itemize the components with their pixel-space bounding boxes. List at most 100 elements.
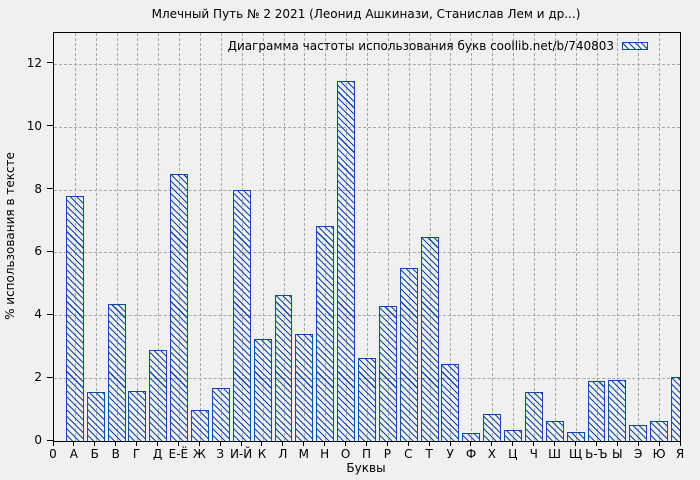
x-tick-label: Е-Ё (168, 447, 189, 461)
bar-А (65, 195, 84, 441)
legend-label: Диаграмма частоты использования букв coo… (227, 38, 614, 53)
bar-Ш (545, 420, 564, 441)
x-axis-tick (428, 441, 430, 446)
v-gridline (638, 33, 640, 441)
x-axis-tick (366, 441, 367, 446)
v-gridline (408, 33, 410, 441)
x-tick-label: 0 (49, 447, 57, 461)
v-gridline (367, 33, 368, 441)
y-tick-label: 0 (34, 433, 42, 447)
v-gridline (471, 33, 473, 441)
bar-У (441, 364, 460, 441)
x-axis-tick (637, 441, 639, 446)
bar-П (358, 357, 376, 441)
x-tick-label: Н (320, 447, 330, 461)
x-tick-label: С (404, 447, 413, 461)
bar-О (337, 81, 356, 441)
x-tick-label: Ц (508, 447, 518, 461)
x-axis-tick (115, 441, 117, 446)
v-gridline (95, 33, 97, 441)
x-tick-label: Ч (529, 447, 538, 461)
y-tick-label: 2 (34, 370, 42, 385)
v-gridline (596, 33, 598, 441)
v-gridline (387, 33, 389, 441)
x-axis-tick (470, 441, 472, 446)
bar-Ц (504, 430, 523, 441)
bar-С (399, 268, 418, 441)
bar-Э (629, 425, 648, 441)
y-axis-tick (47, 250, 53, 252)
x-tick-label: Ь-Ъ (585, 447, 608, 461)
v-gridline (116, 33, 118, 441)
y-axis-tick (47, 439, 53, 441)
y-axis-tick (47, 188, 53, 190)
x-axis-tick (533, 441, 535, 446)
x-axis-tick (52, 441, 54, 446)
bar-Я (671, 376, 680, 441)
v-gridline (158, 33, 160, 441)
bar-Ф (462, 433, 481, 441)
bar-Б (86, 392, 105, 441)
v-gridline (533, 33, 535, 441)
x-axis-tick (575, 441, 576, 446)
x-axis-tick (345, 441, 347, 446)
v-gridline (450, 33, 452, 441)
x-axis-tick (554, 441, 556, 446)
bar-Р (378, 305, 397, 441)
x-axis-tick (679, 441, 681, 446)
v-gridline (304, 33, 306, 441)
bar-В (107, 304, 126, 441)
x-tick-label: Э (633, 447, 643, 461)
x-tick-label: И-Й (229, 447, 253, 461)
x-axis-ticks (52, 441, 681, 446)
x-axis-tick (324, 441, 326, 446)
x-axis-tick (658, 441, 660, 446)
v-gridline (220, 33, 222, 441)
x-tick-label: К (257, 447, 267, 461)
x-tick-label: Ш (548, 447, 562, 461)
v-gridline (262, 33, 264, 441)
v-gridline (659, 33, 661, 441)
bar-Щ (566, 431, 585, 441)
x-axis-tick (73, 441, 75, 446)
bar-Ь-Ъ (587, 381, 606, 441)
x-axis-tick (616, 441, 618, 446)
v-gridline (283, 33, 285, 441)
x-axis-title: Буквы (346, 461, 386, 475)
bar-Л (274, 294, 293, 441)
v-gridline (575, 33, 577, 441)
y-tick-label: 4 (34, 307, 42, 322)
x-tick-label: Ы (612, 447, 623, 461)
y-tick-label: 12 (26, 55, 42, 70)
v-gridline (513, 33, 515, 441)
bar-К (253, 338, 272, 441)
x-tick-label: П (361, 447, 372, 461)
y-axis-tick (47, 313, 53, 315)
x-axis-tick (449, 441, 451, 446)
y-axis-ticks (47, 32, 53, 441)
y-tick-label: 10 (26, 118, 42, 133)
x-axis-tick (282, 441, 284, 446)
x-tick-label: М (298, 447, 309, 461)
x-tick-label: З (216, 447, 225, 461)
x-axis-tick (177, 441, 179, 446)
x-tick-label: Я (675, 447, 685, 461)
x-axis-tick (156, 441, 158, 446)
x-tick-labels: 0 А Б В Г Д Е-Ё Ж З И-Й К Л М Н О П Р С Т У Ф Х Ц Ч Ш Щ Ь-Ъ Ы Э Ю Я (49, 447, 684, 461)
x-tick-label: В (111, 447, 120, 461)
x-axis-tick (261, 441, 263, 446)
x-tick-label: Г (132, 447, 141, 461)
chart-title: Млечный Путь № 2 2021 (Леонид Ашкинази, … (151, 7, 581, 21)
x-axis-tick (240, 441, 242, 446)
x-axis-tick (512, 441, 514, 446)
x-tick-label: Д (152, 447, 163, 461)
x-tick-label: Ф (465, 447, 477, 461)
v-gridline (492, 33, 494, 441)
y-axis-tick (47, 376, 53, 378)
bar-М (295, 334, 314, 441)
bar-З (211, 387, 230, 441)
bar-Н (316, 225, 335, 441)
x-tick-label: А (69, 447, 78, 461)
y-axis-tick (47, 62, 53, 64)
